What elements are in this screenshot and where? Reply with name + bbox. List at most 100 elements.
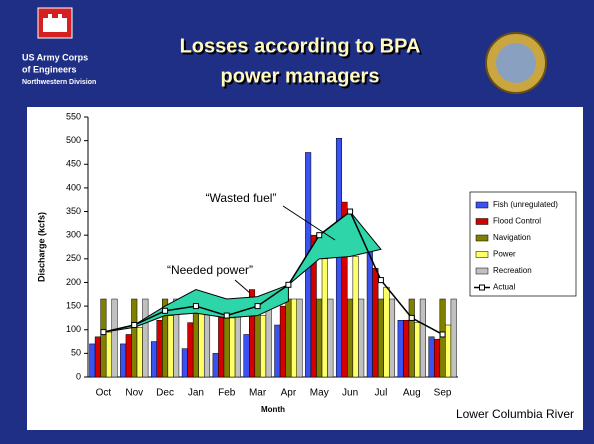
x-tick-label: Mar bbox=[249, 388, 267, 399]
bar bbox=[187, 322, 194, 378]
y-tick-label: 250 bbox=[66, 253, 81, 263]
bar bbox=[260, 315, 267, 378]
bar bbox=[131, 298, 138, 378]
bar bbox=[229, 317, 236, 378]
legend-swatch bbox=[475, 267, 489, 275]
marker bbox=[347, 208, 354, 215]
x-tick-label: Oct bbox=[96, 388, 112, 399]
bar bbox=[120, 343, 127, 378]
division: Northwestern Division bbox=[22, 79, 96, 86]
bar bbox=[366, 251, 373, 378]
x-tick-label: Jun bbox=[342, 388, 358, 399]
annotation-arrow bbox=[234, 279, 251, 294]
marker bbox=[162, 307, 169, 314]
bar bbox=[383, 286, 390, 378]
bar bbox=[445, 324, 452, 378]
title-line: power managers bbox=[221, 65, 380, 87]
legend-swatch bbox=[475, 251, 489, 258]
bar bbox=[89, 343, 96, 378]
marker bbox=[223, 312, 230, 319]
bar bbox=[352, 256, 359, 378]
bar bbox=[408, 298, 415, 378]
y-tick-label: 100 bbox=[66, 324, 81, 334]
marker bbox=[254, 303, 261, 310]
bar bbox=[173, 298, 180, 378]
marker bbox=[131, 322, 138, 328]
bar bbox=[372, 268, 379, 378]
note: Lower Columbia River bbox=[456, 407, 574, 421]
legend-label: Recreation bbox=[493, 266, 532, 275]
x-tick-label: Jan bbox=[188, 388, 204, 399]
bar bbox=[94, 336, 101, 378]
legend-label: Flood Control bbox=[493, 217, 541, 226]
bar bbox=[198, 310, 205, 378]
legend-box bbox=[469, 191, 577, 297]
bar bbox=[377, 298, 384, 378]
x-axis-label: Month bbox=[261, 405, 285, 414]
bar bbox=[403, 320, 410, 378]
legend-marker bbox=[479, 284, 485, 291]
marker bbox=[192, 303, 199, 310]
x-tick-label: Feb bbox=[218, 388, 236, 399]
bar bbox=[285, 298, 292, 378]
bar bbox=[274, 324, 281, 378]
bar bbox=[142, 298, 149, 378]
annotation: “Wasted fuel” bbox=[206, 191, 277, 205]
bar bbox=[218, 315, 225, 378]
marker bbox=[316, 232, 323, 239]
bar bbox=[347, 298, 354, 378]
title: Losses according to BPA power managers L… bbox=[180, 35, 423, 89]
marker bbox=[439, 331, 446, 338]
bar bbox=[136, 327, 143, 378]
y-tick-label: 0 bbox=[76, 371, 81, 381]
x-tick-label: Nov bbox=[125, 388, 143, 399]
bar bbox=[397, 320, 404, 378]
bar bbox=[450, 298, 457, 378]
y-tick-label: 550 bbox=[66, 111, 81, 121]
y-tick-label: 200 bbox=[66, 277, 81, 287]
y-tick-label: 500 bbox=[66, 135, 81, 145]
legend-swatch bbox=[475, 218, 489, 225]
seal-inner bbox=[496, 43, 536, 83]
bar bbox=[150, 341, 158, 378]
y-tick-label: 400 bbox=[66, 182, 81, 192]
legend-label: Fish (unregulated) bbox=[493, 200, 558, 209]
bar bbox=[341, 201, 348, 378]
marker bbox=[408, 314, 415, 321]
y-tick-label: 450 bbox=[66, 159, 81, 169]
marker bbox=[285, 281, 292, 288]
y-tick-label: 350 bbox=[66, 206, 81, 216]
title-shadow: power managers bbox=[223, 67, 382, 89]
bar bbox=[279, 305, 286, 378]
legend-swatch bbox=[475, 234, 489, 242]
bar bbox=[156, 320, 163, 378]
bar bbox=[358, 298, 365, 378]
bar bbox=[419, 298, 426, 378]
bar bbox=[327, 298, 334, 378]
x-tick-label: May bbox=[310, 388, 329, 399]
annotation: “Needed power” bbox=[167, 263, 253, 277]
x-tick-label: Dec bbox=[156, 388, 174, 399]
bar bbox=[414, 322, 421, 378]
x-tick-label: Sep bbox=[434, 388, 452, 399]
line bbox=[103, 210, 443, 336]
title-shadow: Losses according to BPA bbox=[182, 37, 423, 59]
bar bbox=[100, 298, 107, 378]
org-line: of Engineers bbox=[22, 64, 77, 74]
logo-castle bbox=[43, 14, 67, 32]
x-tick-label: Aug bbox=[403, 388, 421, 399]
org-line: US Army Corps bbox=[22, 52, 88, 62]
legend-label: Actual bbox=[493, 283, 515, 292]
bar bbox=[125, 334, 132, 378]
title-line: Losses according to BPA bbox=[180, 35, 421, 57]
y-tick-label: 150 bbox=[66, 300, 81, 310]
bar bbox=[439, 298, 446, 378]
marker bbox=[100, 329, 107, 336]
bar bbox=[212, 353, 219, 378]
legend-label: Navigation bbox=[493, 233, 531, 242]
x-tick-label: Apr bbox=[281, 388, 297, 399]
bar bbox=[428, 336, 435, 378]
y-axis-label: Discharge (kcfs) bbox=[36, 212, 46, 282]
legend-label: Power bbox=[493, 250, 516, 259]
